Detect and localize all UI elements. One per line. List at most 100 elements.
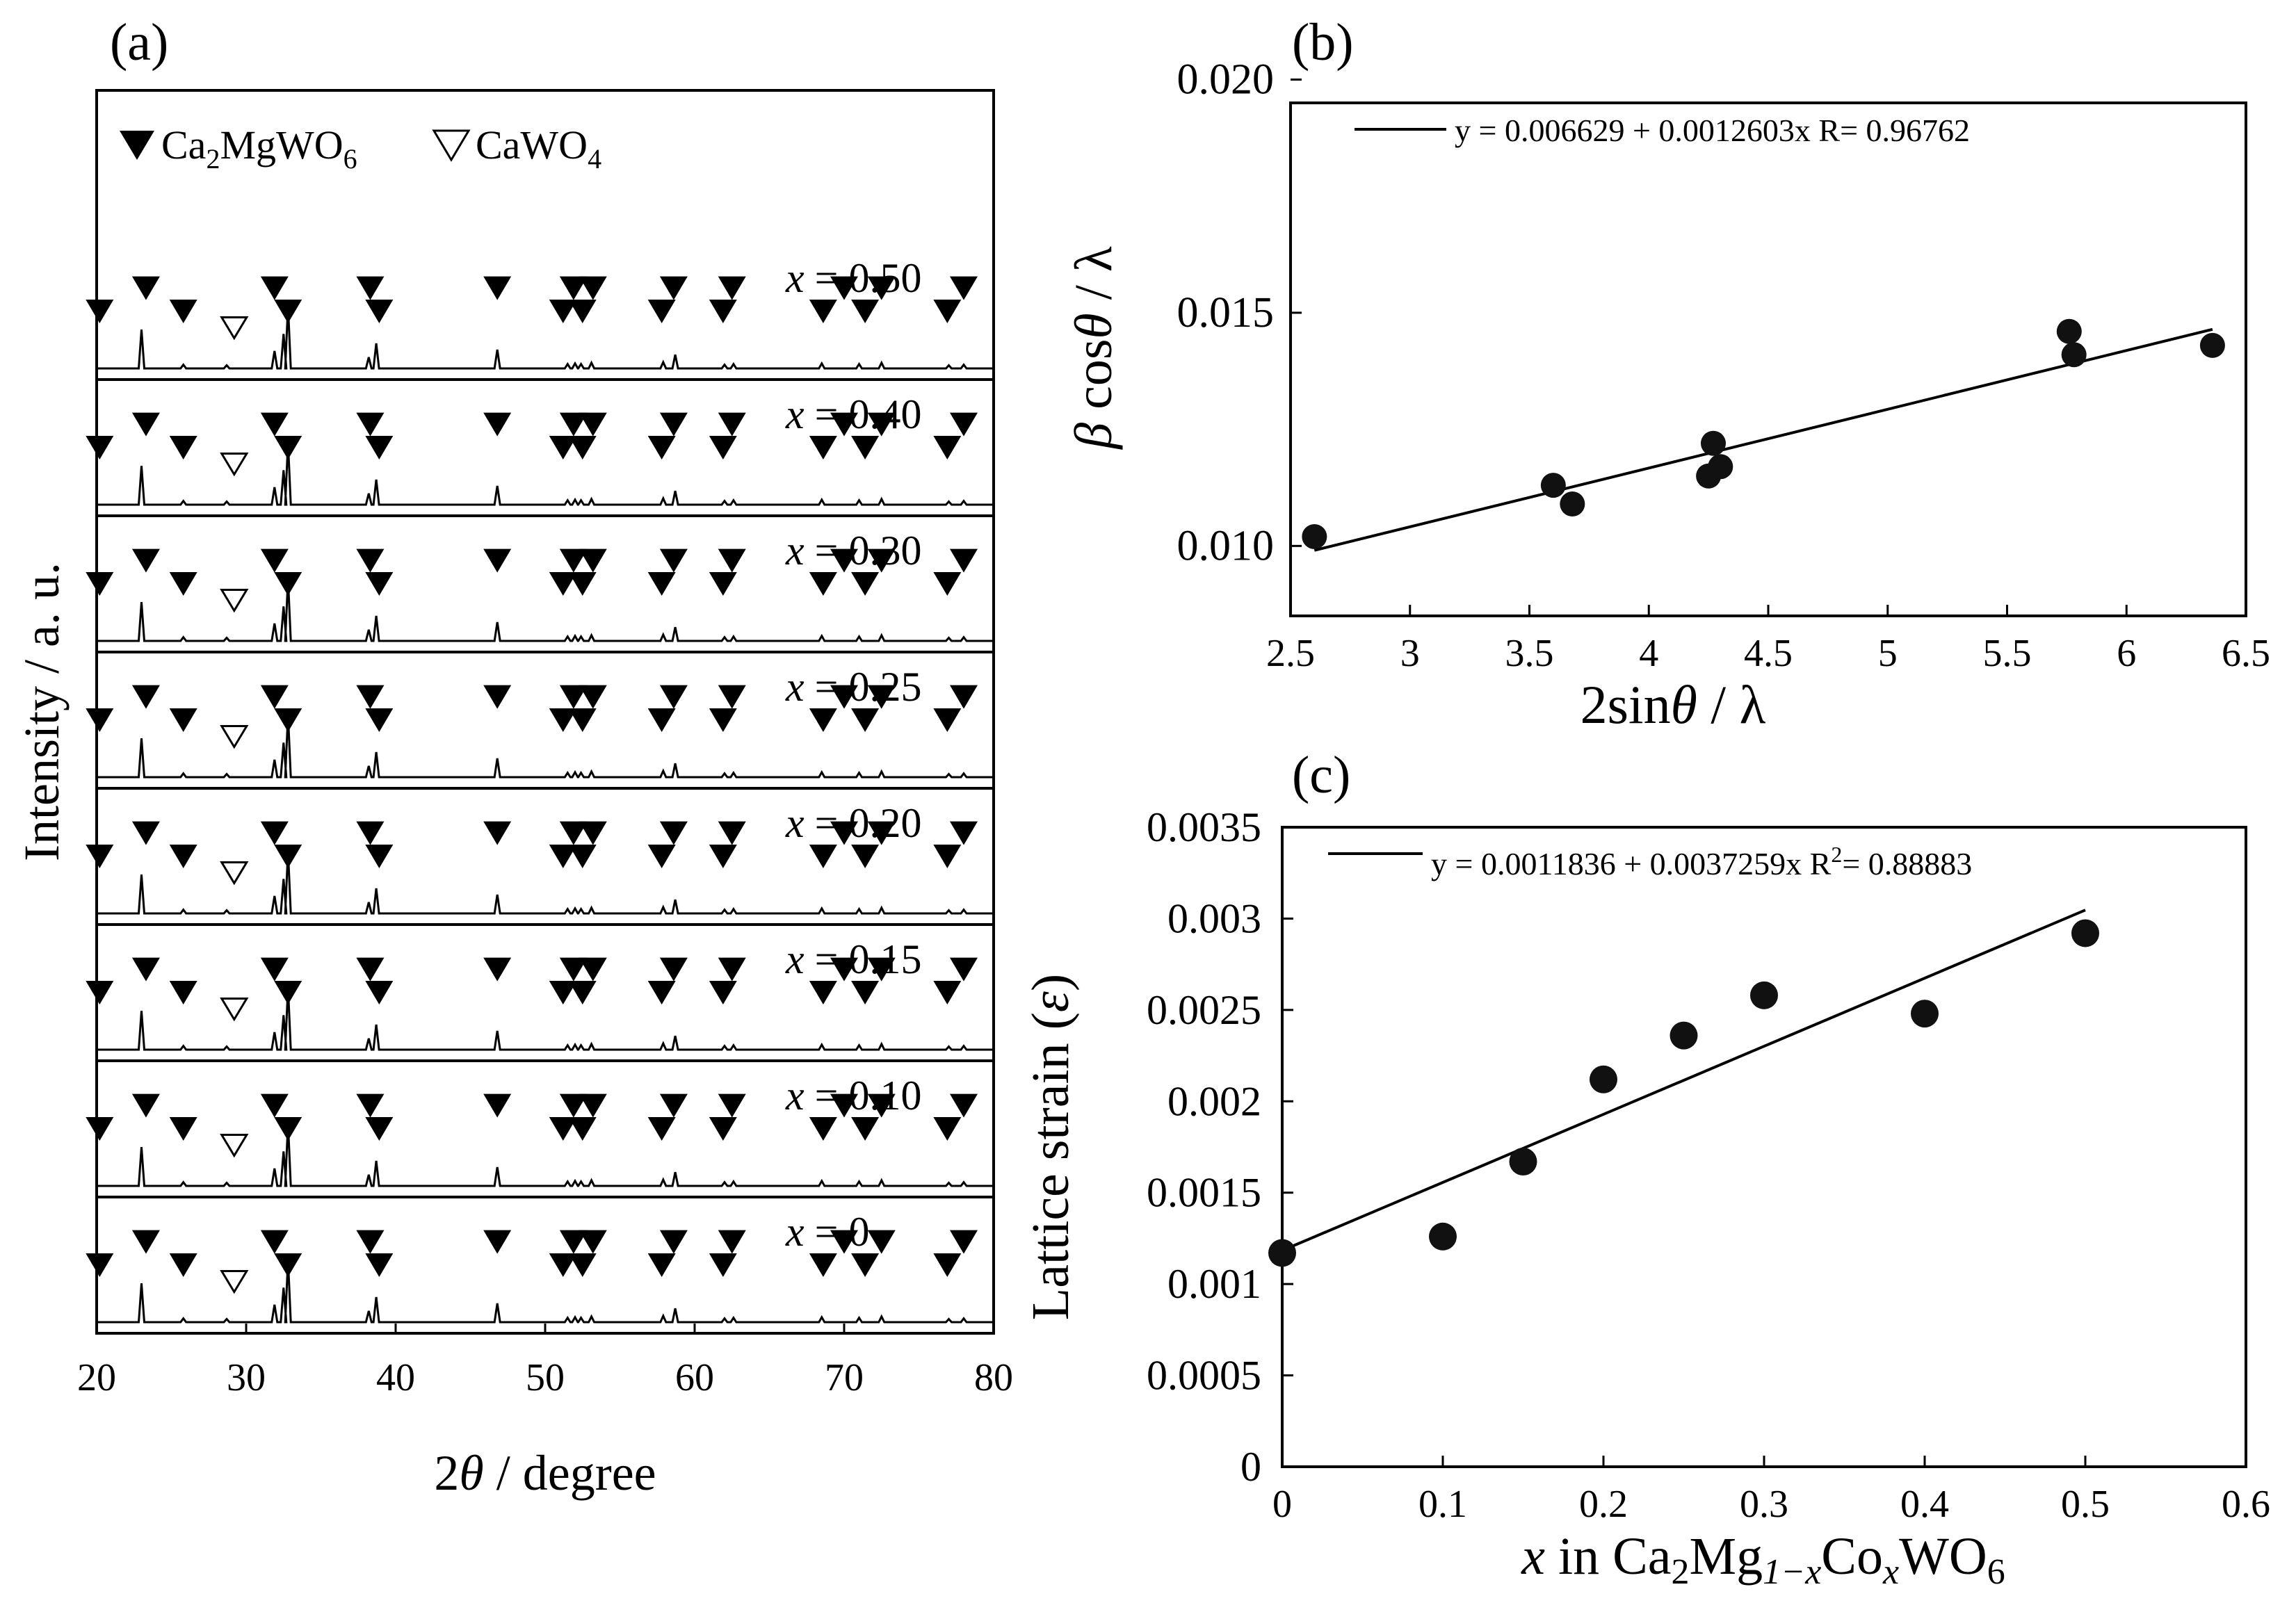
panel-b-x-tick-label: 3.5 bbox=[1505, 632, 1554, 675]
ca2mgwo6-marker bbox=[851, 436, 880, 459]
ca2mgwo6-marker bbox=[830, 821, 858, 845]
ca2mgwo6-marker bbox=[867, 412, 896, 437]
ca2mgwo6-marker bbox=[559, 1093, 588, 1118]
ca2mgwo6-marker bbox=[483, 1093, 512, 1118]
ca2mgwo6-marker bbox=[356, 957, 385, 982]
ca2mgwo6-marker bbox=[851, 1253, 880, 1277]
legend-open-label: CaWO4 bbox=[476, 122, 601, 174]
xrd-pattern-0.10 bbox=[97, 1123, 994, 1187]
ca2mgwo6-marker bbox=[647, 436, 676, 459]
ca2mgwo6-marker bbox=[169, 1117, 197, 1141]
ca2mgwo6-marker bbox=[718, 1093, 746, 1118]
ca2mgwo6-marker bbox=[809, 572, 837, 596]
ca2mgwo6-marker bbox=[709, 572, 737, 596]
ca2mgwo6-marker bbox=[568, 845, 597, 868]
ca2mgwo6-marker bbox=[568, 1117, 597, 1141]
panel-c-y-tick-label: 0.0015 bbox=[1147, 1170, 1261, 1216]
ca2mgwo6-marker bbox=[356, 276, 385, 300]
ca2mgwo6-marker bbox=[718, 276, 746, 300]
panel-c-x-tick-label: 0.1 bbox=[1418, 1483, 1467, 1526]
panel-a-x-tick-label: 30 bbox=[227, 1356, 266, 1399]
panel-a-x-tick-label: 60 bbox=[675, 1356, 714, 1399]
ca2mgwo6-marker bbox=[549, 981, 577, 1004]
panel-c-data-point bbox=[1268, 1239, 1296, 1267]
panel-a-x-tick-label: 50 bbox=[526, 1356, 565, 1399]
ca2mgwo6-marker bbox=[579, 685, 607, 709]
ca2mgwo6-marker bbox=[365, 300, 394, 323]
ca2mgwo6-marker bbox=[830, 685, 858, 709]
ca2mgwo6-marker bbox=[950, 957, 978, 982]
ca2mgwo6-marker bbox=[169, 1253, 197, 1277]
ca2mgwo6-marker bbox=[356, 1230, 385, 1254]
ca2mgwo6-marker bbox=[559, 821, 588, 845]
ca2mgwo6-marker bbox=[659, 1093, 688, 1118]
ca2mgwo6-marker bbox=[659, 821, 688, 845]
sample-label: x = 0.20 bbox=[785, 800, 921, 846]
panel-c-points bbox=[1268, 919, 2099, 1267]
panel-a-patterns bbox=[97, 305, 994, 1324]
ca2mgwo6-marker bbox=[647, 1117, 676, 1141]
ca2mgwo6-marker bbox=[86, 572, 114, 596]
panel-c-y-tick-label: 0.0005 bbox=[1147, 1353, 1261, 1399]
panel-b-points bbox=[1302, 318, 2225, 549]
ca2mgwo6-marker bbox=[274, 572, 302, 596]
ca2mgwo6-marker bbox=[365, 572, 394, 596]
ca2mgwo6-marker bbox=[483, 1230, 512, 1254]
cawo4-marker bbox=[220, 316, 249, 341]
panel-c-x-tick-label: 0.6 bbox=[2222, 1483, 2270, 1526]
sample-label: x = 0.15 bbox=[785, 936, 921, 982]
ca2mgwo6-marker bbox=[559, 957, 588, 982]
sample-label: x = 0.50 bbox=[785, 255, 921, 301]
sample-label: x = 0 bbox=[785, 1209, 869, 1255]
cawo4-marker bbox=[220, 725, 249, 749]
panel-c-y-tick-label: 0.003 bbox=[1167, 895, 1261, 941]
ca2mgwo6-marker bbox=[851, 708, 880, 732]
ca2mgwo6-marker bbox=[365, 845, 394, 868]
ca2mgwo6-marker bbox=[851, 845, 880, 868]
ca2mgwo6-marker bbox=[260, 957, 289, 982]
ca2mgwo6-marker bbox=[356, 412, 385, 437]
panel-a-label: (a) bbox=[110, 13, 168, 72]
ca2mgwo6-marker bbox=[169, 708, 197, 732]
panel-c-data-point bbox=[1670, 1021, 1698, 1050]
ca2mgwo6-marker bbox=[131, 685, 160, 709]
panel-b-y-axis-title: β cosθ / λ bbox=[1065, 246, 1123, 450]
ca2mgwo6-marker bbox=[86, 300, 114, 323]
ca2mgwo6-marker bbox=[356, 548, 385, 573]
panel-c-data-point bbox=[1590, 1065, 1617, 1093]
legend-open-triangle-icon bbox=[432, 129, 471, 162]
ca2mgwo6-marker bbox=[483, 685, 512, 709]
panel-b-data-point bbox=[1700, 430, 1726, 456]
ca2mgwo6-marker bbox=[260, 276, 289, 300]
panel-b-x-tick-label: 4 bbox=[1639, 632, 1658, 675]
panel-c-x-ticks: 0 0.1 0.2 0.3 0.4 0.5 0.6 bbox=[1272, 1456, 2270, 1526]
panel-a-x-ticks: 20 30 40 50 60 70 80 bbox=[77, 1324, 1013, 1399]
ca2mgwo6-marker bbox=[365, 1117, 394, 1141]
ca2mgwo6-marker bbox=[718, 957, 746, 982]
xrd-pattern-0.20 bbox=[97, 850, 994, 915]
ca2mgwo6-marker bbox=[867, 1230, 896, 1254]
panel-a-xrd: 20 30 40 50 60 70 80 x = 0.50x = 0.40x = 0.30x… bbox=[14, 89, 1013, 1501]
ca2mgwo6-marker bbox=[709, 708, 737, 732]
ca2mgwo6-marker bbox=[365, 981, 394, 1004]
ca2mgwo6-marker bbox=[933, 1117, 962, 1141]
ca2mgwo6-marker bbox=[809, 436, 837, 459]
ca2mgwo6-marker bbox=[579, 412, 607, 437]
ca2mgwo6-marker bbox=[568, 1253, 597, 1277]
ca2mgwo6-marker bbox=[549, 708, 577, 732]
panel-c-legend: y = 0.0011836 + 0.0037259x R2= 0.88883 bbox=[1328, 842, 1972, 881]
panel-c-fit-label: y = 0.0011836 + 0.0037259x R2= 0.88883 bbox=[1431, 842, 1972, 881]
ca2mgwo6-marker bbox=[579, 276, 607, 300]
panel-c-y-tick-label: 0.0025 bbox=[1147, 987, 1261, 1033]
ca2mgwo6-marker bbox=[659, 412, 688, 437]
ca2mgwo6-marker bbox=[260, 1093, 289, 1118]
ca2mgwo6-marker bbox=[559, 412, 588, 437]
panel-b-fit-line bbox=[1313, 327, 2213, 552]
panel-b-x-tick-label: 5 bbox=[1878, 632, 1898, 675]
ca2mgwo6-marker bbox=[830, 548, 858, 573]
xrd-pattern-0.30 bbox=[97, 578, 994, 642]
cawo4-marker bbox=[220, 589, 249, 613]
ca2mgwo6-marker bbox=[131, 412, 160, 437]
panel-a-x-tick-label: 80 bbox=[974, 1356, 1013, 1399]
legend-filled-triangle-icon bbox=[120, 131, 154, 160]
